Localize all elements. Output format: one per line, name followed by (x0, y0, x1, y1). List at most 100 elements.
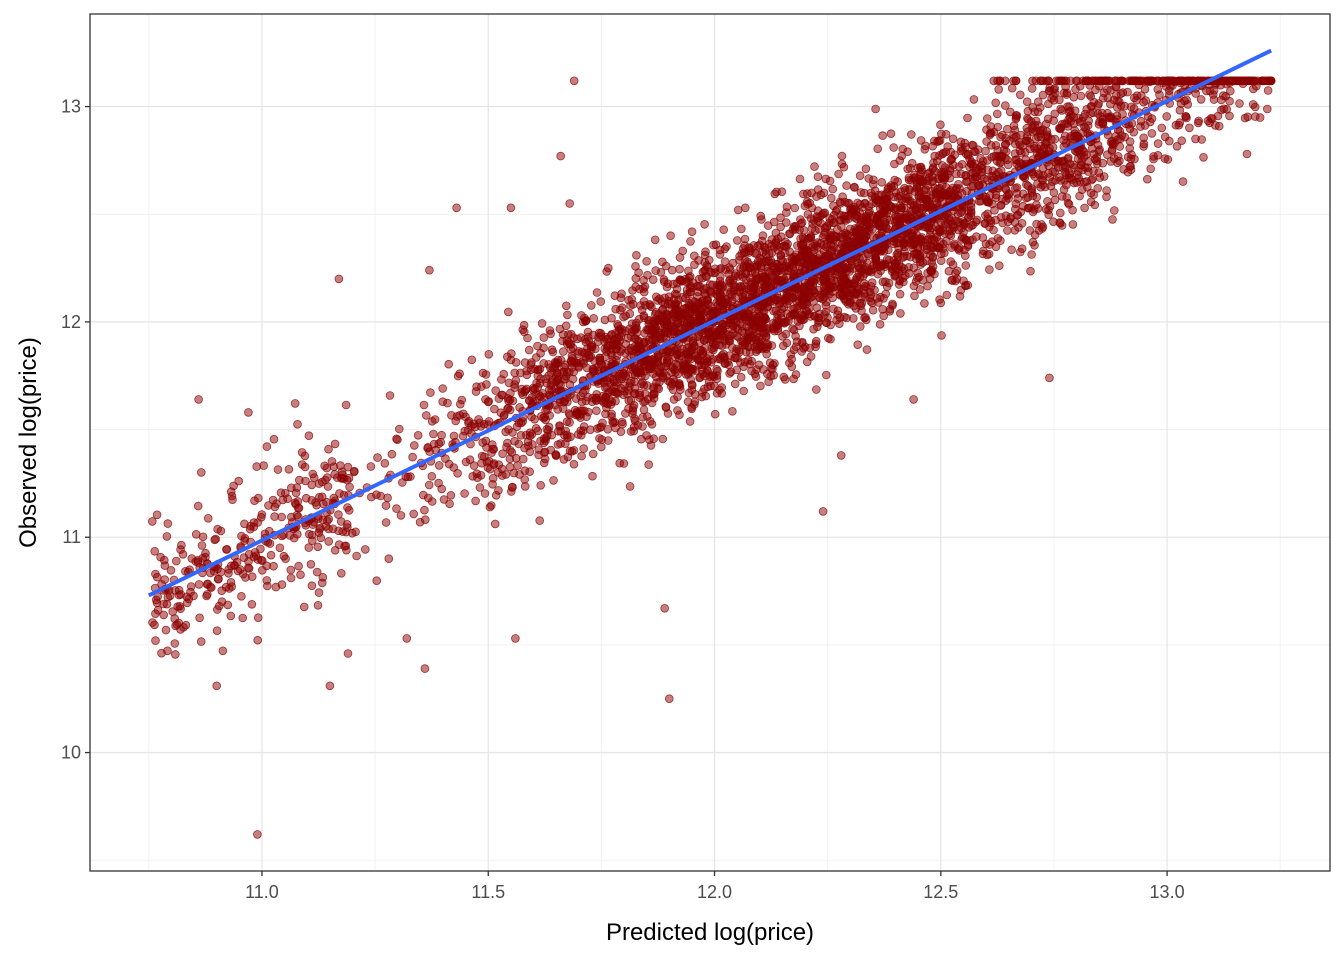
data-point (853, 340, 862, 350)
data-point (170, 639, 180, 648)
data-point (569, 76, 579, 86)
data-point (222, 545, 231, 554)
data-point (437, 430, 446, 440)
data-point (951, 268, 960, 278)
data-point (993, 122, 1003, 132)
data-point (595, 434, 604, 443)
data-point (523, 437, 533, 447)
data-point (1001, 184, 1010, 193)
data-point (181, 620, 191, 630)
data-point (567, 363, 577, 372)
data-point (360, 545, 370, 554)
data-point (928, 141, 937, 151)
data-point (862, 345, 872, 354)
data-point (579, 358, 588, 368)
data-point (1018, 189, 1028, 199)
data-point (539, 458, 549, 468)
data-point (735, 347, 744, 357)
data-point (1033, 169, 1043, 179)
data-point (770, 359, 779, 368)
data-point (1139, 142, 1148, 151)
data-point (172, 556, 181, 566)
data-point (1147, 114, 1157, 123)
data-point (868, 305, 878, 315)
data-point (961, 142, 970, 152)
data-point (482, 443, 491, 452)
data-point (916, 136, 926, 145)
data-point (631, 261, 640, 271)
data-point (795, 174, 805, 184)
data-point (812, 192, 821, 201)
data-point (419, 400, 429, 410)
data-point (278, 495, 288, 505)
data-point (653, 358, 662, 368)
data-point (669, 279, 678, 289)
data-point (1083, 182, 1092, 192)
data-point (736, 224, 746, 234)
data-point (780, 248, 790, 258)
data-point (909, 395, 918, 404)
data-point (655, 294, 664, 304)
data-point (1005, 107, 1015, 117)
data-point (684, 273, 694, 283)
data-point (975, 180, 984, 190)
data-point (1139, 133, 1148, 143)
data-point (855, 322, 865, 331)
data-point (504, 396, 513, 406)
data-point (936, 120, 945, 129)
data-point (485, 502, 495, 512)
data-point (579, 444, 588, 453)
data-point (596, 360, 606, 369)
data-point (740, 234, 750, 244)
data-point (810, 162, 819, 171)
data-point (544, 371, 553, 380)
data-point (592, 288, 602, 297)
data-point (313, 600, 323, 610)
data-point (1056, 219, 1065, 228)
data-point (212, 681, 222, 691)
data-point (498, 449, 507, 459)
data-point (732, 236, 742, 245)
data-point (1065, 159, 1075, 169)
data-point (418, 490, 428, 500)
data-point (1108, 215, 1117, 224)
data-point (736, 372, 746, 382)
data-point (518, 454, 528, 464)
data-point (1106, 157, 1116, 166)
data-point (820, 288, 830, 298)
data-point (1024, 115, 1033, 124)
data-point (1003, 226, 1012, 235)
data-point (322, 516, 332, 526)
data-point (202, 591, 211, 601)
data-point (150, 546, 160, 556)
data-point (806, 233, 815, 242)
data-point (893, 252, 903, 262)
data-point (849, 205, 859, 214)
data-point (855, 272, 865, 282)
data-point (281, 554, 290, 563)
data-point (910, 291, 919, 301)
data-point (1189, 76, 1199, 86)
data-point (234, 476, 244, 486)
data-point (730, 271, 740, 281)
data-point (1024, 203, 1034, 213)
data-point (569, 459, 579, 469)
data-point (593, 424, 602, 433)
x-axis-title: Predicted log(price) (606, 919, 814, 946)
data-point (814, 313, 823, 323)
data-point (601, 383, 610, 393)
data-point (1000, 101, 1010, 110)
data-point (945, 166, 955, 175)
data-point (890, 175, 899, 185)
data-point (257, 565, 267, 575)
data-point (845, 279, 854, 289)
data-point (661, 403, 671, 412)
data-point (438, 397, 448, 407)
data-point (996, 236, 1005, 246)
data-point (963, 113, 972, 123)
data-point (1000, 140, 1010, 150)
data-point (837, 159, 847, 169)
data-point (953, 209, 963, 219)
data-point (594, 379, 603, 388)
data-point (294, 503, 304, 513)
